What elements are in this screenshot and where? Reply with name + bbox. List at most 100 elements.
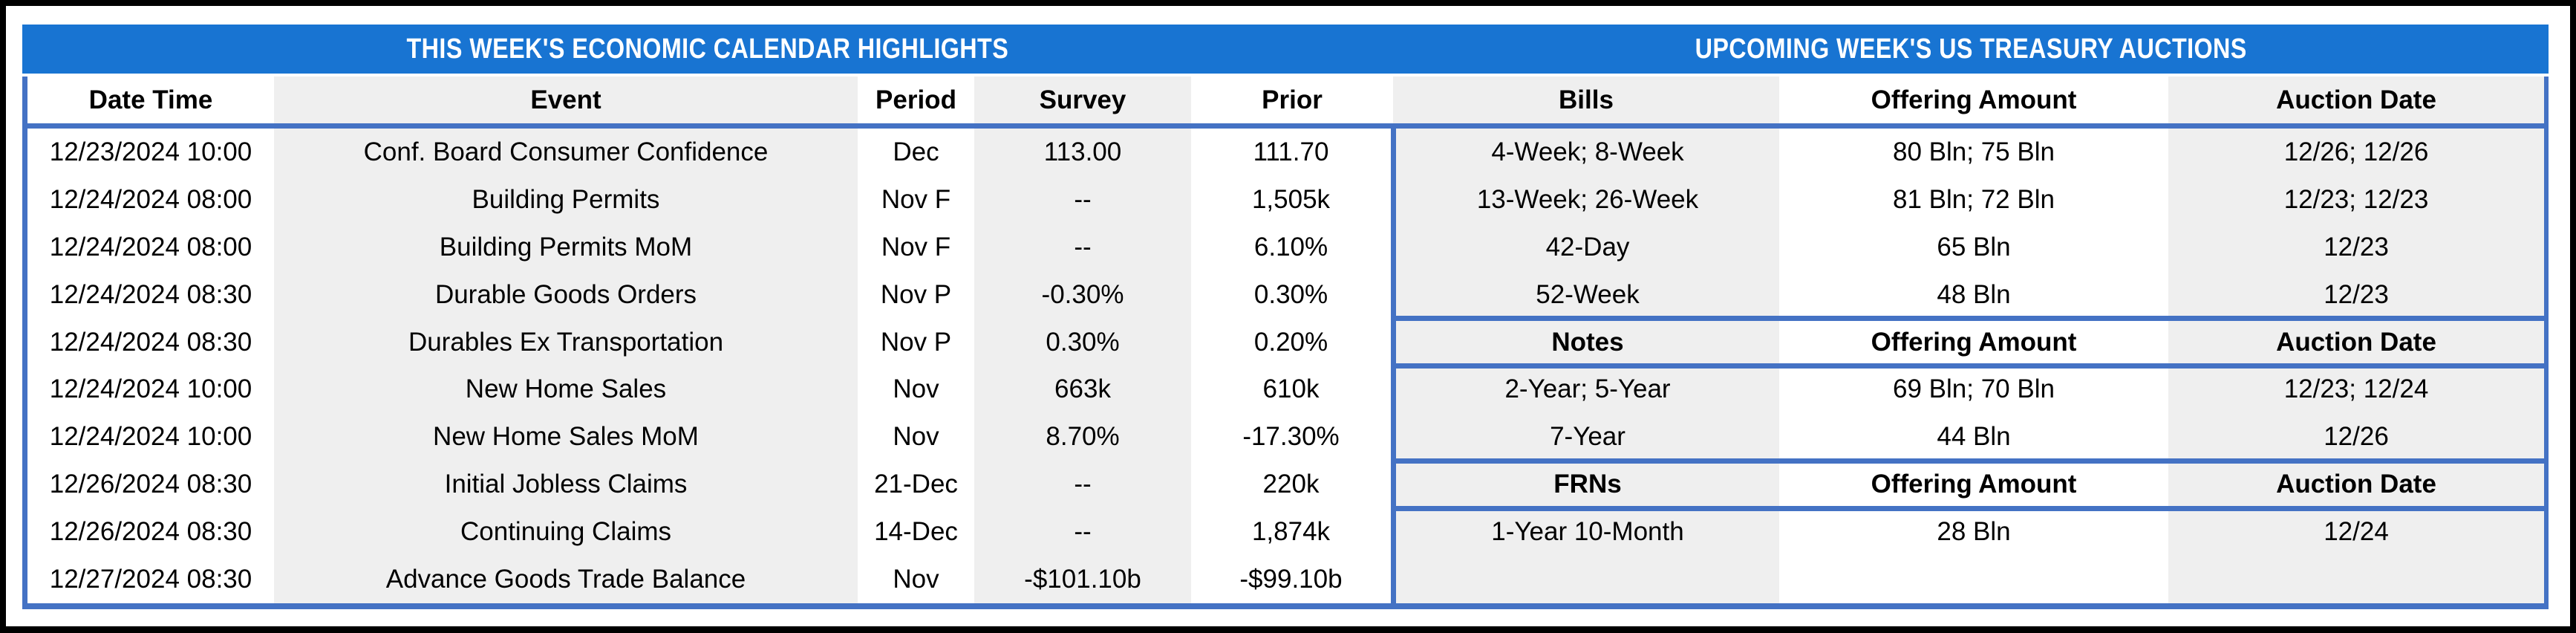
date-time-cell: 12/24/2024 08:30 <box>49 327 252 357</box>
subheader-offering-amount: Offering Amount <box>1871 470 2077 499</box>
survey-cell: 0.30% <box>1046 327 1120 357</box>
prior-cell: 220k <box>1262 470 1320 499</box>
table-row: 12/26/2024 08:30 Continuing Claims 14-De… <box>27 508 1391 556</box>
notes-subheader-bottom-border <box>1391 363 2549 369</box>
header-survey: Survey <box>974 77 1191 123</box>
subheader-auction-date: Auction Date <box>2276 327 2436 357</box>
date-time-cell: 12/24/2024 08:30 <box>49 279 252 309</box>
date-time-cell: 12/23/2024 10:00 <box>49 137 252 166</box>
report-table: THIS WEEK'S ECONOMIC CALENDAR HIGHLIGHTS… <box>22 25 2549 609</box>
header-period: Period <box>858 77 974 123</box>
frns-subheader-bottom-border <box>1391 506 2549 511</box>
prior-cell: 610k <box>1262 374 1320 404</box>
amount-cell: 69 Bln; 70 Bln <box>1893 374 2055 404</box>
event-cell: Continuing Claims <box>460 517 672 547</box>
period-cell: Nov <box>893 422 939 452</box>
right-border-segment <box>2544 77 2549 123</box>
survey-cell: 663k <box>1054 374 1111 404</box>
table-row: 42-Day 65 Bln 12/23 <box>1396 224 2544 271</box>
table-bottom-border <box>22 603 2549 609</box>
event-cell: Building Permits <box>472 184 660 214</box>
table-row: 12/23/2024 10:00 Conf. Board Consumer Co… <box>27 129 1391 176</box>
data-area: 12/23/2024 10:00 Conf. Board Consumer Co… <box>22 129 2549 603</box>
event-cell: Advance Goods Trade Balance <box>385 565 746 594</box>
amount-cell: 80 Bln; 75 Bln <box>1893 137 2055 166</box>
survey-cell: -- <box>1074 232 1092 262</box>
period-cell: Nov P <box>880 327 952 357</box>
prior-cell: -17.30% <box>1242 422 1340 452</box>
security-cell: 7-Year <box>1550 422 1626 452</box>
header-offering-amount: Offering Amount <box>1779 77 2168 123</box>
subheader-offering-amount: Offering Amount <box>1871 327 2077 357</box>
notes-subheader-top-border <box>1391 316 2549 321</box>
auction-date-cell: 12/23; 12/24 <box>2283 374 2429 404</box>
header-date-time: Date Time <box>27 77 274 123</box>
security-cell: 1-Year 10-Month <box>1491 517 1684 547</box>
table-row: 12/24/2024 10:00 New Home Sales MoM Nov … <box>27 413 1391 461</box>
table-row: 13-Week; 26-Week 81 Bln; 72 Bln 12/23; 1… <box>1396 176 2544 224</box>
event-cell: Durable Goods Orders <box>434 279 697 309</box>
survey-cell: 8.70% <box>1046 422 1120 452</box>
prior-cell: -$99.10b <box>1239 565 1343 594</box>
date-time-cell: 12/26/2024 08:30 <box>49 470 252 499</box>
auction-date-cell: 12/26; 12/26 <box>2283 137 2429 166</box>
treasury-auction-rows: 4-Week; 8-Week 80 Bln; 75 Bln 12/26; 12/… <box>1396 129 2544 603</box>
table-left-border <box>22 129 27 603</box>
frns-subheader-row: FRNs Offering Amount Auction Date <box>1396 461 2544 508</box>
survey-column-stripe <box>974 129 1191 603</box>
date-time-cell: 12/24/2024 08:00 <box>49 232 252 262</box>
security-cell: 42-Day <box>1545 232 1630 262</box>
period-cell: Nov <box>893 565 939 594</box>
prior-cell: 1,505k <box>1251 184 1331 214</box>
right-title-area: UPCOMING WEEK'S US TREASURY AUCTIONS <box>1393 25 2549 74</box>
economic-calendar-title: THIS WEEK'S ECONOMIC CALENDAR HIGHLIGHTS <box>406 33 1009 65</box>
subheader-frns: FRNs <box>1553 470 1622 499</box>
table-row: 52-Week 48 Bln 12/23 <box>1396 271 2544 319</box>
economic-calendar-rows: 12/23/2024 10:00 Conf. Board Consumer Co… <box>27 129 1391 603</box>
prior-cell: 111.70 <box>1253 137 1329 166</box>
date-time-cell: 12/24/2024 10:00 <box>49 374 252 404</box>
event-cell: Durables Ex Transportation <box>408 327 724 357</box>
table-row: 12/24/2024 08:00 Building Permits Nov F … <box>27 176 1391 224</box>
period-cell: Nov F <box>881 232 951 262</box>
survey-cell: -- <box>1074 184 1092 214</box>
period-cell: Nov F <box>881 184 951 214</box>
period-cell: Nov P <box>880 279 952 309</box>
frns-subheader-top-border <box>1391 458 2549 464</box>
date-time-cell: 12/24/2024 10:00 <box>49 422 252 452</box>
header-auction-date: Auction Date <box>2168 77 2544 123</box>
period-cell: Nov <box>893 374 939 404</box>
empty-row <box>1396 556 2544 603</box>
security-cell: 2-Year; 5-Year <box>1504 374 1671 404</box>
table-row: 12/26/2024 08:30 Initial Jobless Claims … <box>27 461 1391 508</box>
prior-cell: 0.30% <box>1253 279 1328 309</box>
table-row: 12/24/2024 08:30 Durables Ex Transportat… <box>27 319 1391 366</box>
table-row: 12/24/2024 10:00 New Home Sales Nov 663k… <box>27 366 1391 414</box>
auction-date-cell: 12/23 <box>2324 279 2389 309</box>
date-time-cell: 12/26/2024 08:30 <box>49 517 252 547</box>
title-bar: THIS WEEK'S ECONOMIC CALENDAR HIGHLIGHTS… <box>22 25 2549 74</box>
amount-cell: 28 Bln <box>1937 517 2011 547</box>
amount-cell: 48 Bln <box>1937 279 2011 309</box>
event-cell: Conf. Board Consumer Confidence <box>363 137 769 166</box>
table-row: 7-Year 44 Bln 12/26 <box>1396 413 2544 461</box>
amount-cell: 65 Bln <box>1937 232 2011 262</box>
survey-cell: -- <box>1074 470 1092 499</box>
period-cell: 14-Dec <box>874 517 958 547</box>
security-cell: 13-Week; 26-Week <box>1476 184 1699 214</box>
event-column-stripe <box>274 129 858 603</box>
event-cell: Building Permits MoM <box>439 232 693 262</box>
subheader-notes: Notes <box>1551 327 1624 357</box>
period-cell: Dec <box>893 137 939 166</box>
event-cell: New Home Sales <box>465 374 667 404</box>
header-separator-line <box>22 123 2549 129</box>
treasury-auctions-title: UPCOMING WEEK'S US TREASURY AUCTIONS <box>1695 33 2247 65</box>
survey-cell: -$101.10b <box>1024 565 1141 594</box>
header-bills: Bills <box>1393 77 1779 123</box>
table-row: 4-Week; 8-Week 80 Bln; 75 Bln 12/26; 12/… <box>1396 129 2544 176</box>
table-row: 2-Year; 5-Year 69 Bln; 70 Bln 12/23; 12/… <box>1396 366 2544 414</box>
amount-cell: 44 Bln <box>1937 422 2011 452</box>
empty-cell <box>2168 556 2544 603</box>
event-cell: New Home Sales MoM <box>433 422 699 452</box>
